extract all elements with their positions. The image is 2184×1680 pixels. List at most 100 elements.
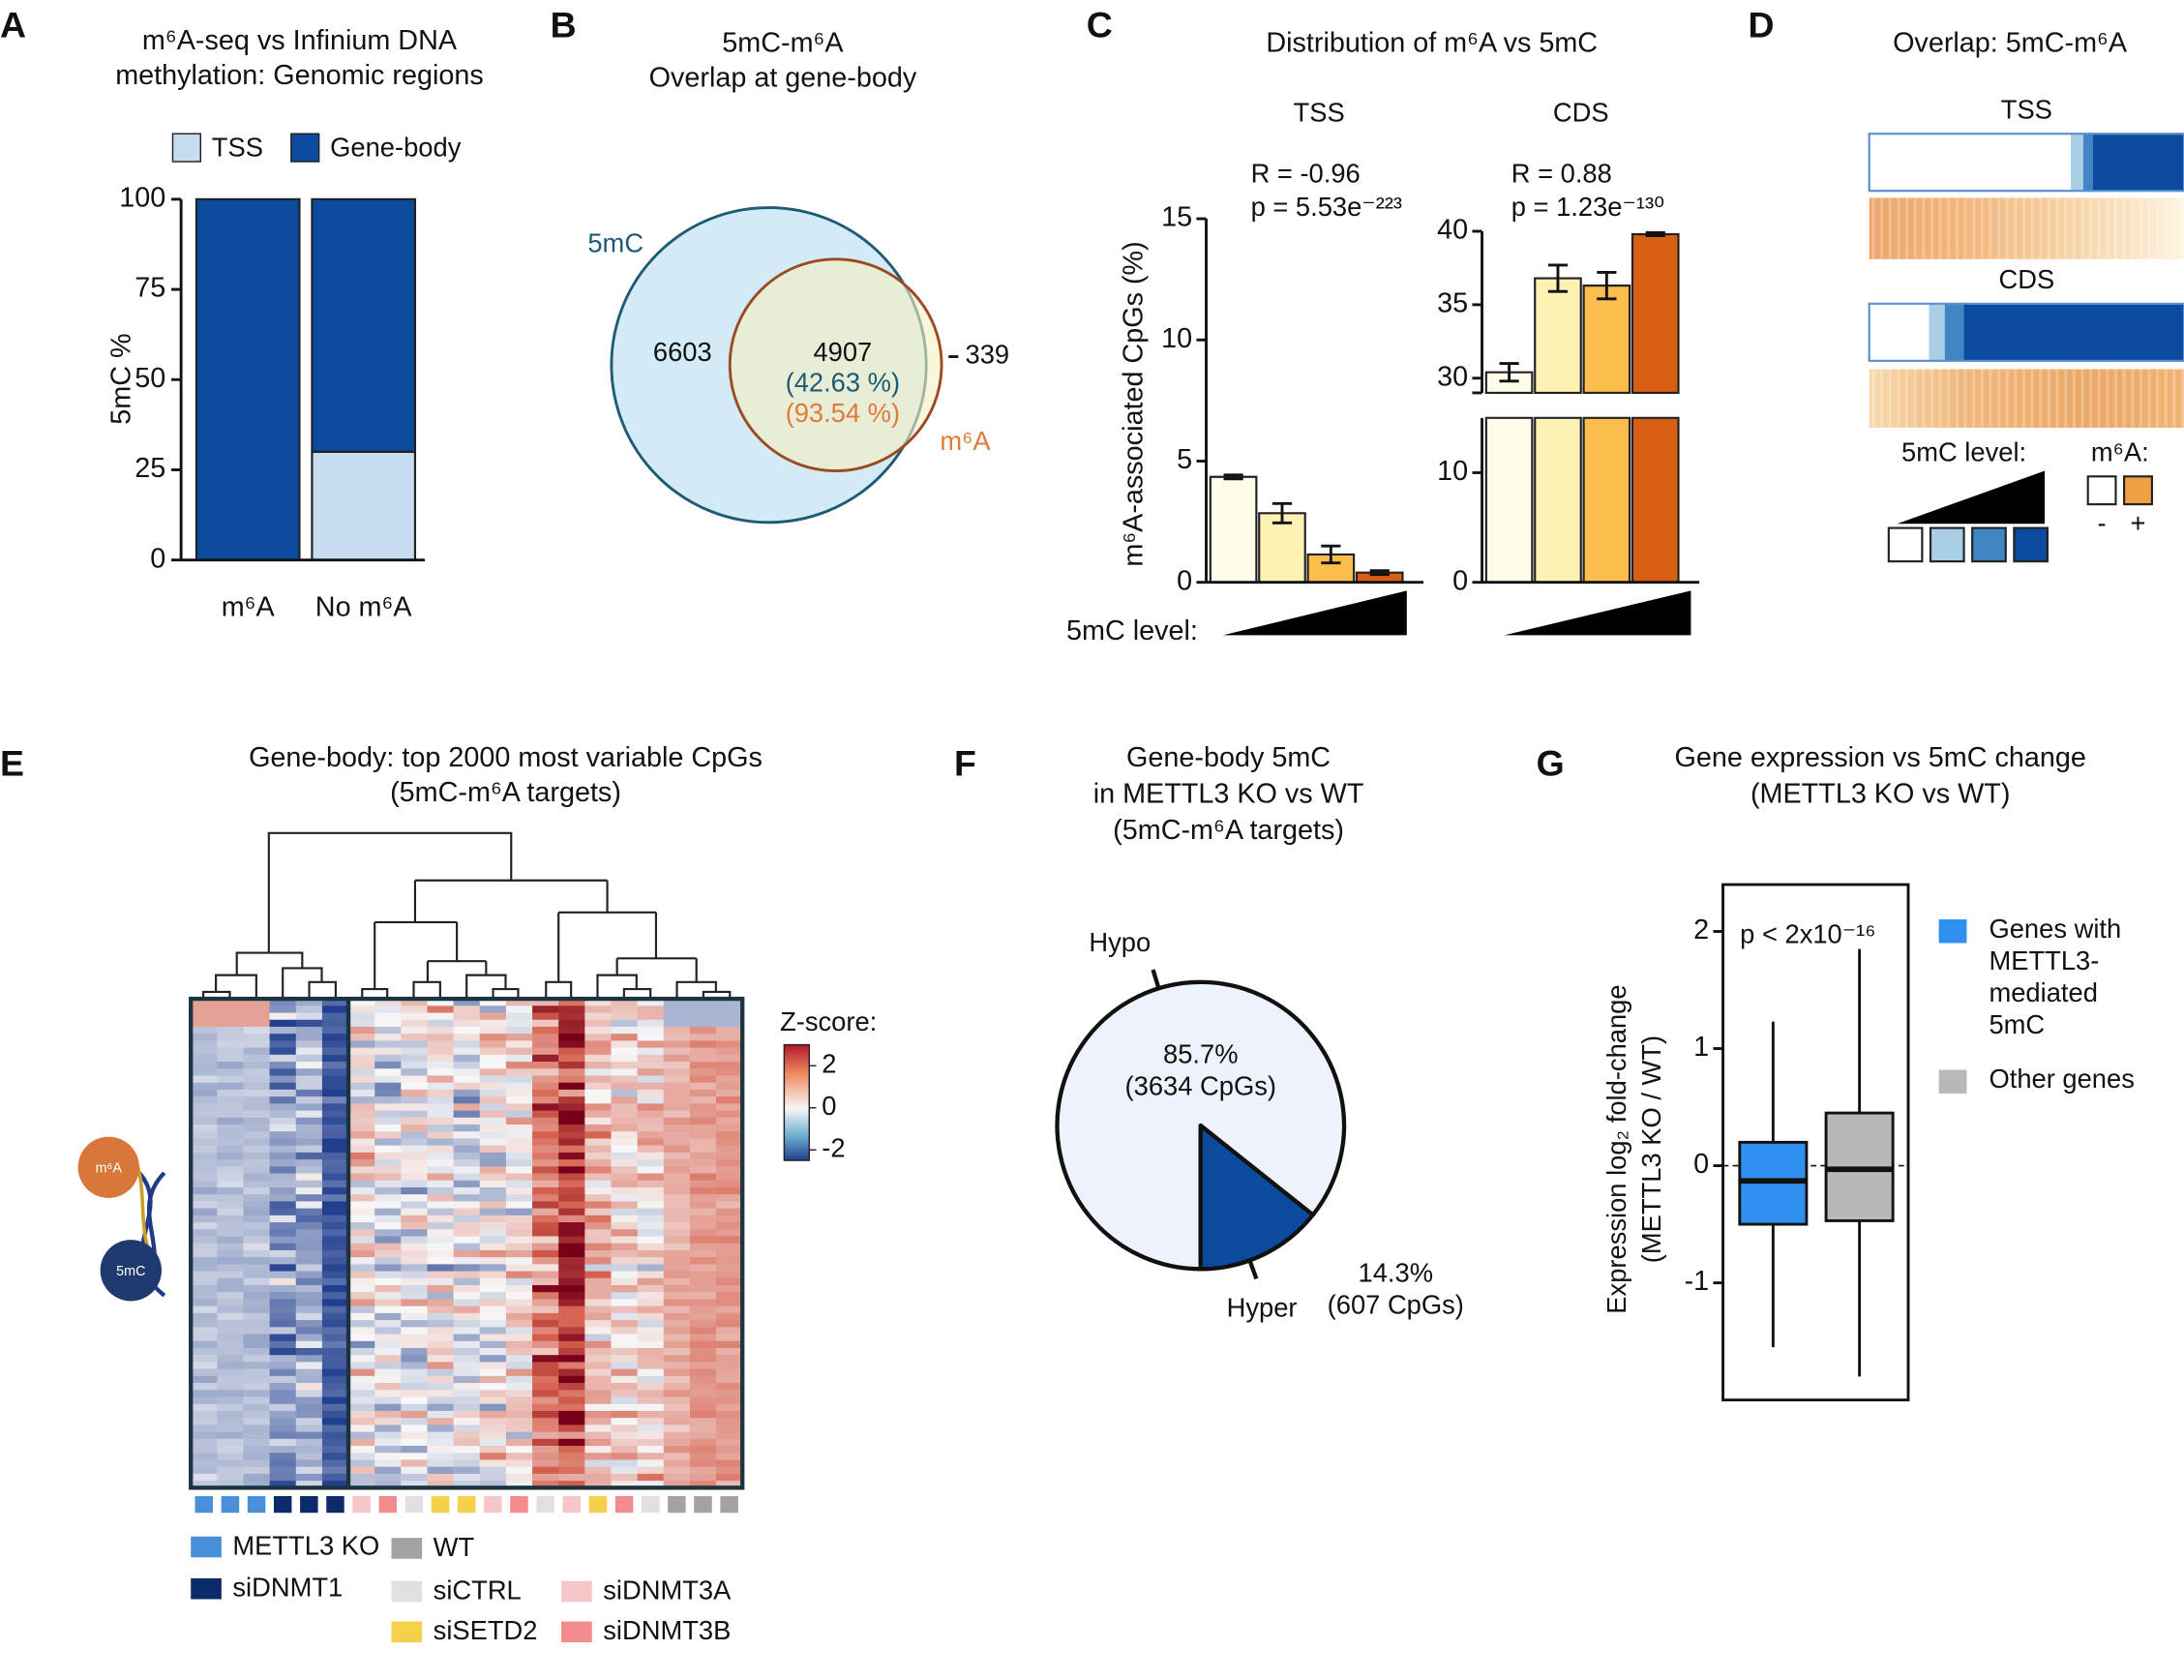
heatmap-cell (505, 1005, 533, 1014)
heatmap-cell (243, 1019, 271, 1028)
heatmap-cell (558, 1159, 585, 1167)
heatmap-cell (191, 1173, 218, 1182)
heatmap-cell (243, 1062, 271, 1069)
heatmap-cell (243, 1257, 271, 1265)
heatmap-cell (532, 1438, 559, 1447)
heatmap-cell (663, 1068, 691, 1077)
heatmap-cell (689, 1159, 717, 1167)
heatmap-cell (479, 1089, 507, 1097)
heatmap-cell (689, 1166, 717, 1175)
heatmap-cell (584, 1047, 613, 1056)
heatmap-cell (637, 1438, 665, 1447)
heatmap-cell (348, 1152, 375, 1160)
heatmap-cell (374, 1222, 402, 1230)
heatmap-cell (453, 1249, 481, 1258)
heatmap-cell (611, 1466, 639, 1475)
heatmap-cell (505, 1438, 533, 1447)
heatmap-cell (558, 1145, 585, 1154)
heatmap-cell (374, 1481, 402, 1488)
heatmap-cell (716, 1180, 743, 1188)
heatmap-cell (321, 1340, 349, 1349)
heatmap-cell (401, 1257, 429, 1265)
heatmap-cell (217, 1159, 245, 1167)
heatmap-cell (191, 1075, 218, 1084)
heatmap-cell (584, 1180, 613, 1188)
heatmap-cell (191, 1299, 218, 1307)
heatmap-cell (453, 999, 481, 1006)
heatmap-cell (689, 1292, 717, 1301)
heatmap-cell (295, 1305, 323, 1314)
heatmap-cell (348, 1019, 375, 1028)
heatmap-cell (479, 1285, 507, 1293)
heatmap-cell (532, 1054, 559, 1063)
heatmap-cell (584, 1040, 613, 1049)
heatmap-cell (374, 1166, 402, 1175)
heatmap-cell (453, 1062, 481, 1069)
heatmap-cell (689, 1431, 717, 1440)
heatmap-cell (558, 1355, 585, 1363)
heatmap-cell (243, 1040, 271, 1049)
heatmap-cell (663, 1026, 691, 1035)
heatmap-cell (243, 1403, 271, 1412)
heatmap-cell (558, 1305, 585, 1314)
heatmap-cell (191, 1222, 218, 1230)
heatmap-cell (217, 1096, 245, 1104)
heatmap-cell (321, 1054, 349, 1063)
strip-frame (1868, 133, 2184, 193)
heatmap-cell (191, 1362, 218, 1370)
heatmap-cell (663, 1375, 691, 1384)
legend-label: TSS (212, 132, 263, 162)
legend-swatch (1938, 1069, 1967, 1094)
heatmap-cell (321, 1327, 349, 1335)
heatmap-cell (584, 1481, 613, 1488)
heatmap-cell (374, 1215, 402, 1223)
heatmap-cell (479, 1375, 507, 1384)
heatmap-cell (269, 1034, 297, 1041)
heatmap-cell (217, 1040, 245, 1049)
heatmap-cell (453, 1264, 481, 1273)
heatmap-cell (637, 1138, 665, 1147)
heatmap-cell (637, 1089, 665, 1097)
heatmap-cell (348, 1347, 375, 1356)
heatmap-cell (532, 1117, 559, 1125)
legend-label: Other genes (1989, 1064, 2134, 1094)
heatmap-cell (716, 1368, 743, 1377)
heatmap-cell (637, 1481, 665, 1488)
heatmap-cell (558, 1125, 585, 1132)
heatmap-cell (689, 1005, 717, 1014)
heatmap-cell (453, 1473, 481, 1482)
heatmap-cell (243, 1096, 271, 1104)
heatmap-cell (269, 1390, 297, 1398)
heatmap-cell (191, 1131, 218, 1140)
heatmap-cell (243, 1236, 271, 1245)
heatmap-cell (479, 1431, 507, 1440)
heatmap-cell (217, 1327, 245, 1335)
heatmap-cell (321, 1481, 349, 1488)
heatmap-cell (689, 1257, 717, 1265)
heatmap-cell (611, 1173, 639, 1182)
error-bar (1321, 544, 1341, 565)
heatmap-cell (295, 1249, 323, 1258)
heatmap-cell (584, 1340, 613, 1349)
heatmap-cell (348, 1131, 375, 1140)
heatmap-cell (532, 1264, 559, 1273)
heatmap-cell (191, 1347, 218, 1356)
heatmap-cell (584, 1425, 613, 1433)
heatmap-cell (689, 1054, 717, 1063)
heatmap-cell (321, 1368, 349, 1377)
heatmap-cell (611, 1459, 639, 1468)
heatmap-cell (532, 1201, 559, 1210)
heatmap-cell (295, 1034, 323, 1041)
heatmap-cell (479, 1229, 507, 1238)
legend-swatch (2123, 475, 2153, 506)
heatmap-cell (453, 1026, 481, 1035)
heatmap-cell (321, 1096, 349, 1104)
heatmap (191, 999, 743, 1488)
heatmap-cell (191, 1368, 218, 1377)
heatmap-cell (479, 1466, 507, 1475)
annotation: R = 0.88 (1511, 159, 1612, 189)
legend-label: Gene-body (330, 132, 462, 162)
heatmap-cell (505, 1186, 533, 1195)
sample-annotation (221, 1495, 240, 1514)
heatmap-cell (637, 999, 665, 1006)
